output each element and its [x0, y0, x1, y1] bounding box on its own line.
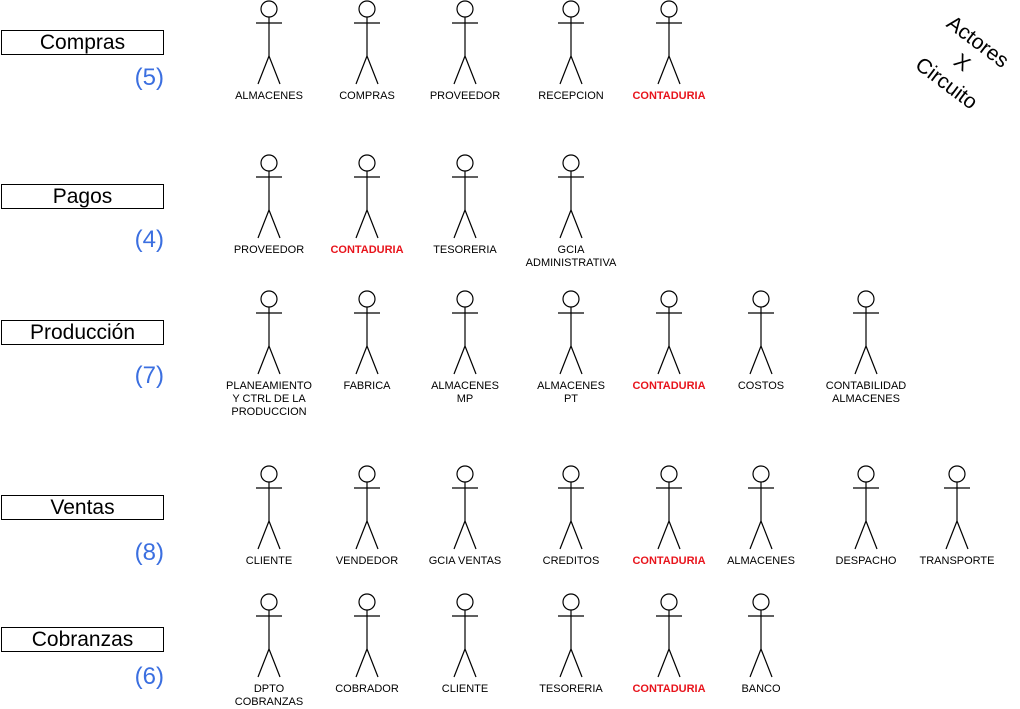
actor-label: COSTOS	[737, 380, 785, 392]
actor-icon	[452, 465, 478, 550]
actor-label: COMPRAS	[339, 90, 395, 102]
actor-icon	[256, 290, 282, 375]
actor-label: GCIA ADMINISTRATIVA	[525, 244, 617, 269]
actor-icon	[656, 290, 682, 375]
actor-label: ALMACENES MP	[431, 380, 499, 405]
actor-label: CLIENTE	[245, 555, 293, 567]
actor-icon	[853, 465, 879, 550]
actor-icon	[656, 593, 682, 678]
actor-icon	[354, 154, 380, 239]
actor-label: ALMACENES PT	[537, 380, 605, 405]
actor-count: (6)	[134, 663, 164, 690]
actor-label: ALMACENES	[235, 90, 303, 102]
actor-label: DESPACHO	[835, 555, 897, 567]
actor-label: TRANSPORTE	[919, 555, 995, 567]
actor-icon	[256, 465, 282, 550]
actor-icon	[558, 465, 584, 550]
actor-count: (7)	[134, 362, 164, 389]
circuit-label: Producción	[1, 320, 164, 345]
actor-label: CONTADURIA	[330, 244, 404, 256]
actor-label: DPTO COBRANZAS	[234, 683, 304, 708]
actor-icon	[354, 0, 380, 85]
actor-label: CREDITOS	[542, 555, 600, 567]
actor-label: PROVEEDOR	[233, 244, 305, 256]
actor-label: VENDEDOR	[335, 555, 399, 567]
actor-icon	[354, 465, 380, 550]
actor-icon	[748, 290, 774, 375]
actor-icon	[558, 0, 584, 85]
circuit-label: Ventas	[1, 495, 164, 520]
actor-label: COBRADOR	[335, 683, 399, 695]
actor-icon	[558, 154, 584, 239]
actor-icon	[853, 290, 879, 375]
actor-icon	[452, 154, 478, 239]
actor-icon	[748, 465, 774, 550]
actor-icon	[256, 0, 282, 85]
actor-label: PLANEAMIENTO Y CTRL DE LA PRODUCCION	[226, 380, 312, 418]
actor-label: BANCO	[741, 683, 781, 695]
diagram-title: Actores X Circuito	[881, 0, 1020, 145]
actor-icon	[256, 593, 282, 678]
actor-icon	[452, 593, 478, 678]
actor-label: GCIA VENTAS	[428, 555, 502, 567]
actor-icon	[748, 593, 774, 678]
circuit-label: Pagos	[1, 184, 164, 209]
actor-label: CONTADURIA	[632, 555, 706, 567]
circuit-label: Compras	[1, 30, 164, 55]
actor-label: CONTADURIA	[632, 683, 706, 695]
actor-count: (4)	[134, 226, 164, 253]
actor-icon	[656, 465, 682, 550]
actor-label: ALMACENES	[727, 555, 795, 567]
actor-label: RECEPCION	[538, 90, 604, 102]
actor-label: TESORERIA	[539, 683, 603, 695]
circuit-label: Cobranzas	[1, 627, 164, 652]
actor-label: CONTADURIA	[632, 90, 706, 102]
actor-icon	[256, 154, 282, 239]
actor-icon	[354, 593, 380, 678]
actor-icon	[944, 465, 970, 550]
actor-icon	[452, 290, 478, 375]
actor-label: CONTABILIDAD ALMACENES	[825, 380, 907, 405]
actor-label: FABRICA	[343, 380, 391, 392]
actor-label: CONTADURIA	[632, 380, 706, 392]
actor-icon	[558, 593, 584, 678]
actor-label: TESORERIA	[433, 244, 497, 256]
actor-count: (8)	[134, 539, 164, 566]
actor-icon	[656, 0, 682, 85]
actor-icon	[558, 290, 584, 375]
actor-label: CLIENTE	[441, 683, 489, 695]
actor-icon	[354, 290, 380, 375]
actor-count: (5)	[134, 64, 164, 91]
actor-label: PROVEEDOR	[429, 90, 501, 102]
actor-icon	[452, 0, 478, 85]
